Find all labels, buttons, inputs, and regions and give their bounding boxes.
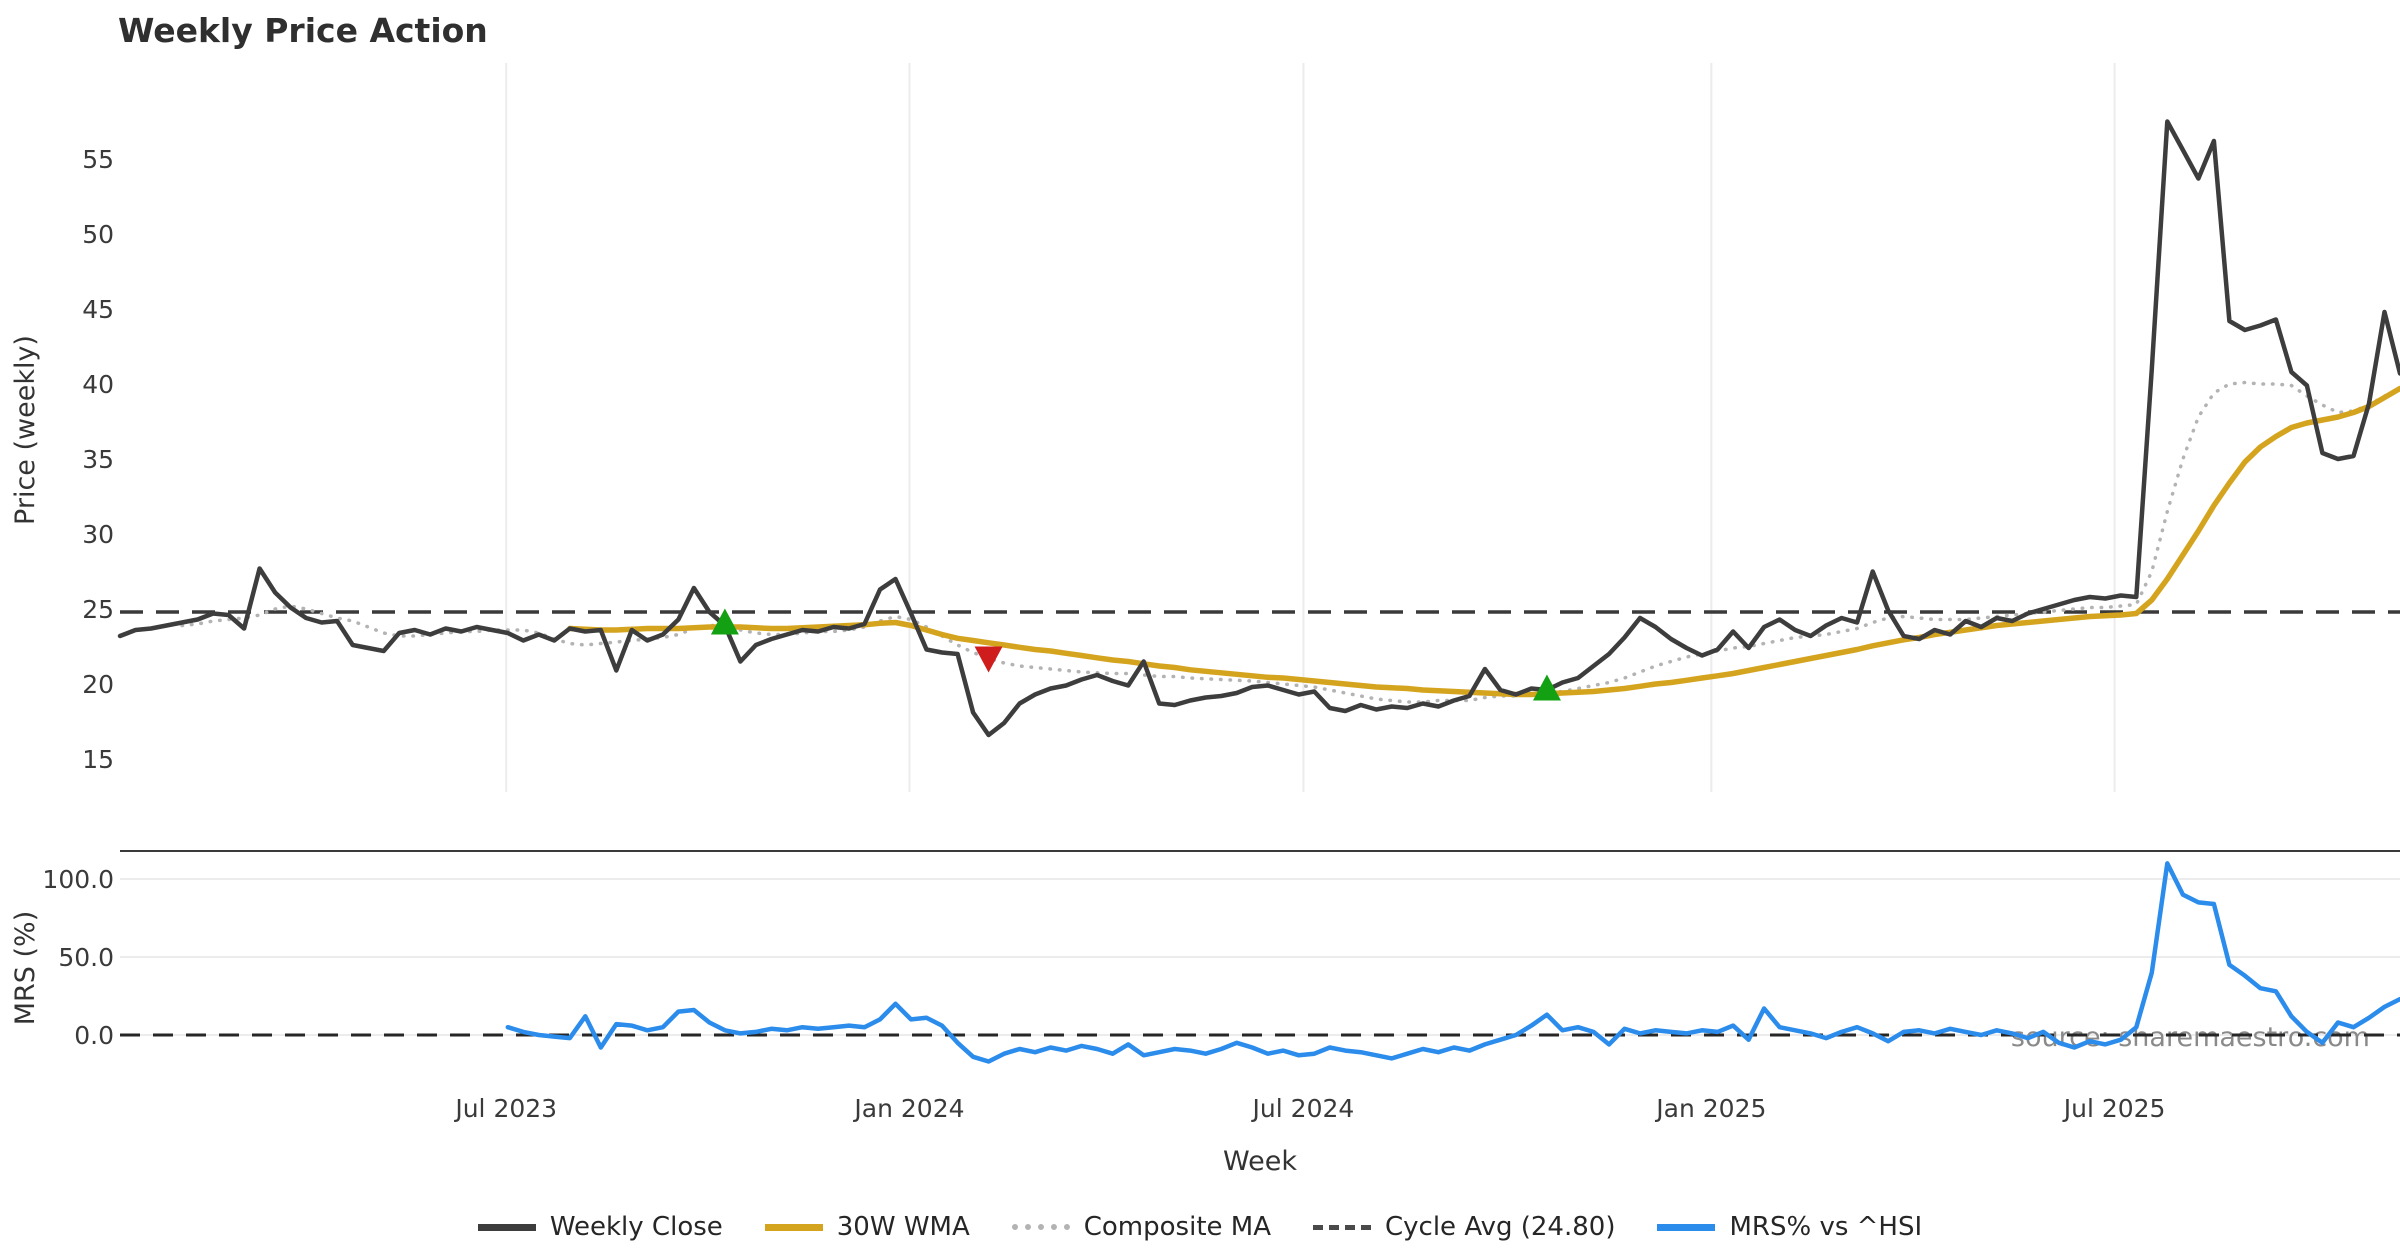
price-y-tick-label: 40: [82, 370, 114, 399]
price-y-tick-label: 20: [82, 670, 114, 699]
legend-label: Weekly Close: [549, 1212, 723, 1242]
x-tick-label: Jan 2025: [1654, 1094, 1766, 1123]
price-y-tick-label: 55: [82, 145, 114, 174]
gridlines-layer: [120, 63, 2400, 1036]
sell-signal-marker: [974, 646, 1003, 673]
legend-label: Composite MA: [1083, 1212, 1271, 1242]
composite-ma-line: [180, 380, 2400, 704]
legend-label: MRS% vs ^HSI: [1729, 1212, 1923, 1242]
series-layer: [117, 119, 2400, 1064]
price-y-axis-label: Price (weekly): [10, 335, 41, 525]
mrs-y-tick-label: 50.0: [58, 943, 114, 972]
cycle-avg-24-80-swatch-icon: [1313, 1224, 1371, 1230]
legend-label: Cycle Avg (24.80): [1385, 1212, 1616, 1242]
x-axis-label: Week: [1223, 1146, 1297, 1177]
legend-label: 30W WMA: [836, 1212, 970, 1242]
30w-wma-line: [567, 385, 2400, 698]
mrs-y-axis-label: MRS (%): [10, 911, 41, 1026]
x-tick-label: Jul 2023: [453, 1094, 557, 1123]
price-y-tick-label: 35: [82, 445, 114, 474]
price-y-tick-label: 25: [82, 595, 114, 624]
price-y-tick-label: 30: [82, 520, 114, 549]
price-y-tick-label: 15: [82, 745, 114, 774]
price-y-tick-label: 50: [82, 220, 114, 249]
x-tick-label: Jan 2024: [852, 1094, 964, 1123]
legend-item-mrs-vs-hsi: MRS% vs ^HSI: [1657, 1212, 1922, 1242]
legend-item-weekly-close: Weekly Close: [477, 1212, 723, 1242]
legend-item-cycle-avg-24-80: Cycle Avg (24.80): [1313, 1212, 1615, 1242]
legend-item-composite-ma: Composite MA: [1011, 1212, 1271, 1242]
price-y-tick-label: 45: [82, 295, 114, 324]
weekly-close-swatch-icon: [477, 1223, 536, 1231]
tick-labels-layer: 55 50 45 40 35 30 25 20 15 100.0 50.0 0.0 Jul 2023 Ja…: [42, 145, 2165, 1123]
mrs-y-tick-label: 0.0: [74, 1021, 114, 1050]
buy-signal-marker: [1532, 674, 1561, 701]
x-tick-label: Jul 2025: [2062, 1094, 2166, 1123]
chart-title: Weekly Price Action: [118, 11, 488, 50]
legend: Weekly Close 30W WMA Composite MA Cycle Avg…: [0, 1212, 2400, 1242]
buy-signal-marker: [710, 608, 739, 635]
mrs-y-tick-label: 100.0: [42, 865, 114, 894]
mrs-vs-hsi-line: [505, 861, 2400, 1064]
mrs-vs-hsi-swatch-icon: [1657, 1223, 1716, 1231]
legend-item-30w-wma: 30W WMA: [764, 1212, 970, 1242]
30w-wma-swatch-icon: [764, 1223, 823, 1231]
composite-ma-swatch-icon: [1011, 1224, 1070, 1230]
x-tick-label: Jul 2024: [1251, 1094, 1355, 1123]
weekly-close-line: [117, 119, 2400, 738]
